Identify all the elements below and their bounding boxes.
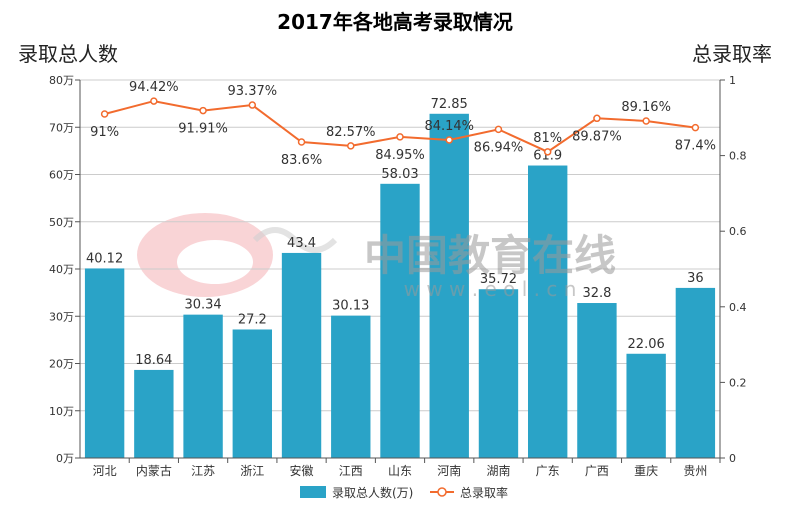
rate-point: [445, 136, 453, 144]
bar-value-label: 58.03: [381, 167, 418, 182]
x-tick-label: 河北: [93, 464, 117, 478]
bar: [331, 315, 371, 458]
rate-point: [347, 142, 355, 150]
x-tick-label: 广西: [585, 464, 609, 478]
rate-value-label: 93.37%: [228, 84, 278, 99]
bar-value-label: 36: [687, 271, 704, 286]
rate-value-label: 91%: [90, 125, 119, 140]
rate-value-label: 86.94%: [474, 140, 524, 155]
watermark-logo: [137, 213, 338, 297]
rate-value-label: 91.91%: [178, 122, 228, 137]
bar-value-label: 35.72: [480, 272, 517, 287]
bar-value-label: 72.85: [431, 97, 468, 112]
rate-value-label: 84.14%: [424, 119, 474, 134]
rate-value-label: 83.6%: [281, 153, 322, 168]
x-tick-label: 山东: [388, 464, 412, 478]
bar: [577, 303, 617, 458]
x-tick-label: 江苏: [191, 464, 215, 478]
bar: [675, 287, 716, 458]
rate-point: [248, 101, 257, 109]
bar: [84, 268, 125, 458]
x-tick-label: 内蒙古: [136, 463, 172, 478]
x-tick-label: 湖南: [486, 463, 510, 478]
y-left-tick-label: 20万: [49, 358, 74, 371]
chart-title: 2017年各地高考录取情况: [277, 10, 513, 34]
bar-value-label: 43.4: [287, 236, 316, 251]
bar-value-label: 30.34: [184, 298, 221, 313]
bar: [232, 329, 272, 458]
x-tick-label: 贵州: [683, 464, 707, 478]
y-left-tick-label: 50万: [49, 216, 74, 229]
x-tick-label: 河南: [437, 463, 461, 478]
rate-point: [691, 123, 700, 132]
rate-point: [543, 148, 552, 156]
rate-value-label: 87.4%: [675, 139, 716, 154]
legend: 录取总人数(万) 总录取率: [300, 485, 508, 500]
rate-point: [199, 106, 207, 115]
legend-bar-label: 录取总人数(万): [332, 485, 413, 500]
y-right-tick-label: 0.2: [729, 376, 747, 389]
rate-value-label: 94.42%: [129, 80, 179, 95]
y-axis-right-title: 总录取率: [692, 42, 772, 66]
watermark-url: w w w . e o l . c n: [404, 277, 577, 301]
bar: [134, 369, 174, 458]
bar: [281, 252, 322, 458]
legend-bar-swatch: [300, 486, 326, 498]
watermark: 中国教育在线 w w w . e o l . c n: [364, 231, 616, 301]
bar: [183, 314, 223, 458]
x-tick-label: 重庆: [634, 464, 658, 478]
bar: [528, 165, 568, 458]
y-right-tick-label: 0.6: [729, 225, 747, 238]
bar-value-label: 30.13: [332, 299, 369, 314]
bar-value-label: 61.9: [533, 149, 562, 164]
rate-value-label: 89.16%: [621, 100, 671, 115]
bar: [626, 353, 666, 458]
y-axis-left-title: 录取总人数: [18, 42, 118, 66]
rate-value-label: 89.87%: [572, 129, 622, 144]
y-left-tick-label: 30万: [49, 310, 74, 323]
bar-value-label: 27.2: [238, 312, 267, 327]
y-left-tick-label: 70万: [49, 121, 74, 134]
y-right-tick-label: 0.4: [729, 301, 747, 314]
y-right-tick-label: 0: [729, 452, 736, 465]
rate-point: [396, 133, 404, 141]
rate-point: [642, 117, 650, 125]
rate-point: [494, 125, 503, 134]
bar-value-label: 22.06: [628, 337, 665, 352]
rate-value-label: 82.57%: [326, 125, 376, 140]
x-tick-label: 广东: [536, 464, 560, 478]
y-left-tick-label: 60万: [49, 169, 74, 182]
y-right-tick-label: 0.8: [729, 150, 747, 163]
bar: [429, 113, 469, 458]
x-tick-label: 江西: [339, 464, 363, 478]
watermark-text: 中国教育在线: [364, 231, 616, 280]
bar: [478, 289, 519, 458]
y-left-tick-label: 80万: [49, 74, 74, 87]
x-tick-label: 浙江: [240, 464, 264, 478]
rate-point: [297, 138, 306, 146]
bar: [380, 183, 420, 459]
bar-value-label: 32.8: [582, 286, 611, 301]
rate-point: [100, 110, 109, 118]
rate-value-label: 84.95%: [375, 148, 425, 163]
rate-point: [593, 114, 601, 123]
y-right-tick-label: 1: [729, 74, 736, 87]
bar-value-label: 40.12: [86, 251, 123, 266]
rate-point: [150, 97, 158, 105]
legend-line-label: 总录取率: [460, 485, 508, 500]
y-left-tick-label: 40万: [49, 263, 74, 276]
x-tick-label: 安徽: [290, 463, 314, 478]
bar-value-label: 18.64: [135, 353, 172, 368]
legend-line-marker: [437, 487, 447, 497]
y-left-tick-label: 10万: [49, 405, 74, 418]
rate-value-label: 81%: [533, 131, 562, 146]
y-left-tick-label: 0万: [56, 452, 74, 465]
